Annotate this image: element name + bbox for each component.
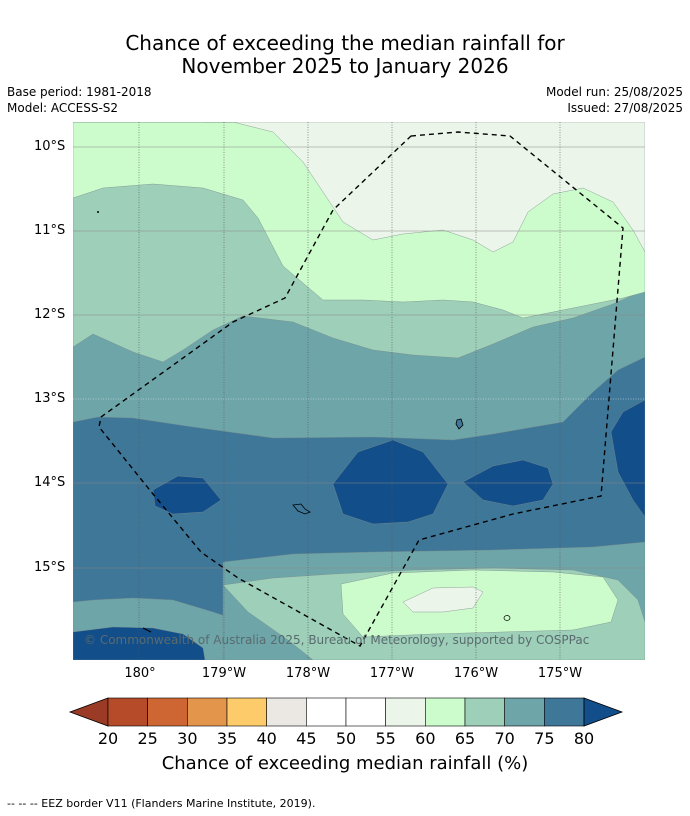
- island-futuna: [292, 503, 311, 515]
- colorbar-box: [107, 697, 148, 727]
- map-title-line1: Chance of exceeding the median rainfall …: [125, 31, 565, 55]
- colorbar-tick-label: 75: [534, 729, 555, 748]
- gridlines: [138, 122, 561, 660]
- colorbar-tick-label: 35: [216, 729, 238, 748]
- lat-label-10s: 10°S: [34, 139, 66, 154]
- lon-label-179w: 179°W: [201, 666, 247, 681]
- colorbar-tick-label: 45: [296, 729, 317, 748]
- colorbar-box: [385, 697, 426, 727]
- band-55-60-north: [203, 122, 645, 253]
- island-wallis: [455, 418, 464, 430]
- lat-label-13s: 13°S: [34, 391, 66, 406]
- colorbar-box: [147, 697, 188, 727]
- colorbar-box: [226, 697, 267, 727]
- islet-southwest: [142, 627, 152, 633]
- colorbar-extend-high: [583, 697, 624, 727]
- eez-footnote: -- -- -- EEZ border V11 (Flanders Marine…: [7, 797, 316, 810]
- lon-label-175w: 175°W: [537, 666, 583, 681]
- colorbar-tick-label: 60: [415, 729, 436, 748]
- map-title-line2: November 2025 to January 2026: [181, 54, 509, 78]
- colorbar-box: [544, 697, 585, 727]
- colorbar-tick-label: 20: [97, 729, 119, 748]
- colorbar-tick-label: 55: [375, 729, 396, 748]
- lon-label-177w: 177°W: [369, 666, 415, 681]
- issued-text: Issued: 27/08/2025: [567, 101, 683, 115]
- base-period-text: Base period: 1981-2018: [7, 85, 152, 99]
- model-run-text: Model run: 25/08/2025: [545, 85, 683, 99]
- colorbar: [68, 697, 624, 727]
- colorbar-box: [187, 697, 228, 727]
- latitude-lines: [73, 146, 645, 569]
- colorbar-tick-label: 30: [177, 729, 198, 748]
- islet-south: [503, 615, 511, 621]
- colorbar-box: [345, 697, 386, 727]
- colorbar-box: [266, 697, 307, 727]
- band-80-plus-center: [332, 439, 449, 525]
- colorbar-box: [425, 697, 466, 727]
- colorbar-extend-low: [68, 697, 109, 727]
- islet-northwest: [97, 211, 99, 213]
- colorbar-tick-label: 65: [454, 729, 476, 748]
- band-60-65-south: [340, 569, 619, 638]
- colorbar-tick-label: 80: [573, 729, 595, 748]
- lon-label-176w: 176°W: [453, 666, 499, 681]
- lat-label-12s: 12°S: [34, 307, 66, 322]
- lon-label-180: 180°: [124, 666, 156, 681]
- lat-label-11s: 11°S: [34, 223, 66, 238]
- model-text: Model: ACCESS-S2: [7, 101, 119, 115]
- copyright-notice: © Commonwealth of Australia 2025, Bureau…: [84, 633, 590, 647]
- rainfall-map: [73, 122, 645, 660]
- band-80-plus-east: [610, 399, 645, 518]
- eez-border: [98, 131, 624, 647]
- colorbar-tick-label: 25: [137, 729, 158, 748]
- colorbar-box: [306, 697, 347, 727]
- band-55-60-south: [402, 586, 484, 613]
- rainfall-map-svg: [73, 122, 645, 660]
- band-80-plus-left: [152, 475, 222, 515]
- colorbar-tick-label: 70: [494, 729, 515, 748]
- colorbar-box: [504, 697, 545, 727]
- lon-label-178w: 178°W: [285, 666, 331, 681]
- lat-label-14s: 14°S: [34, 475, 66, 490]
- band-80-plus-sw: [73, 626, 206, 660]
- colorbar-tick-label: 50: [335, 729, 357, 748]
- colorbar-tick-label: 40: [256, 729, 277, 748]
- colorbar-box: [464, 697, 505, 727]
- colorbar-label: Chance of exceeding median rainfall (%): [161, 753, 529, 774]
- lat-label-15s: 15°S: [34, 560, 66, 575]
